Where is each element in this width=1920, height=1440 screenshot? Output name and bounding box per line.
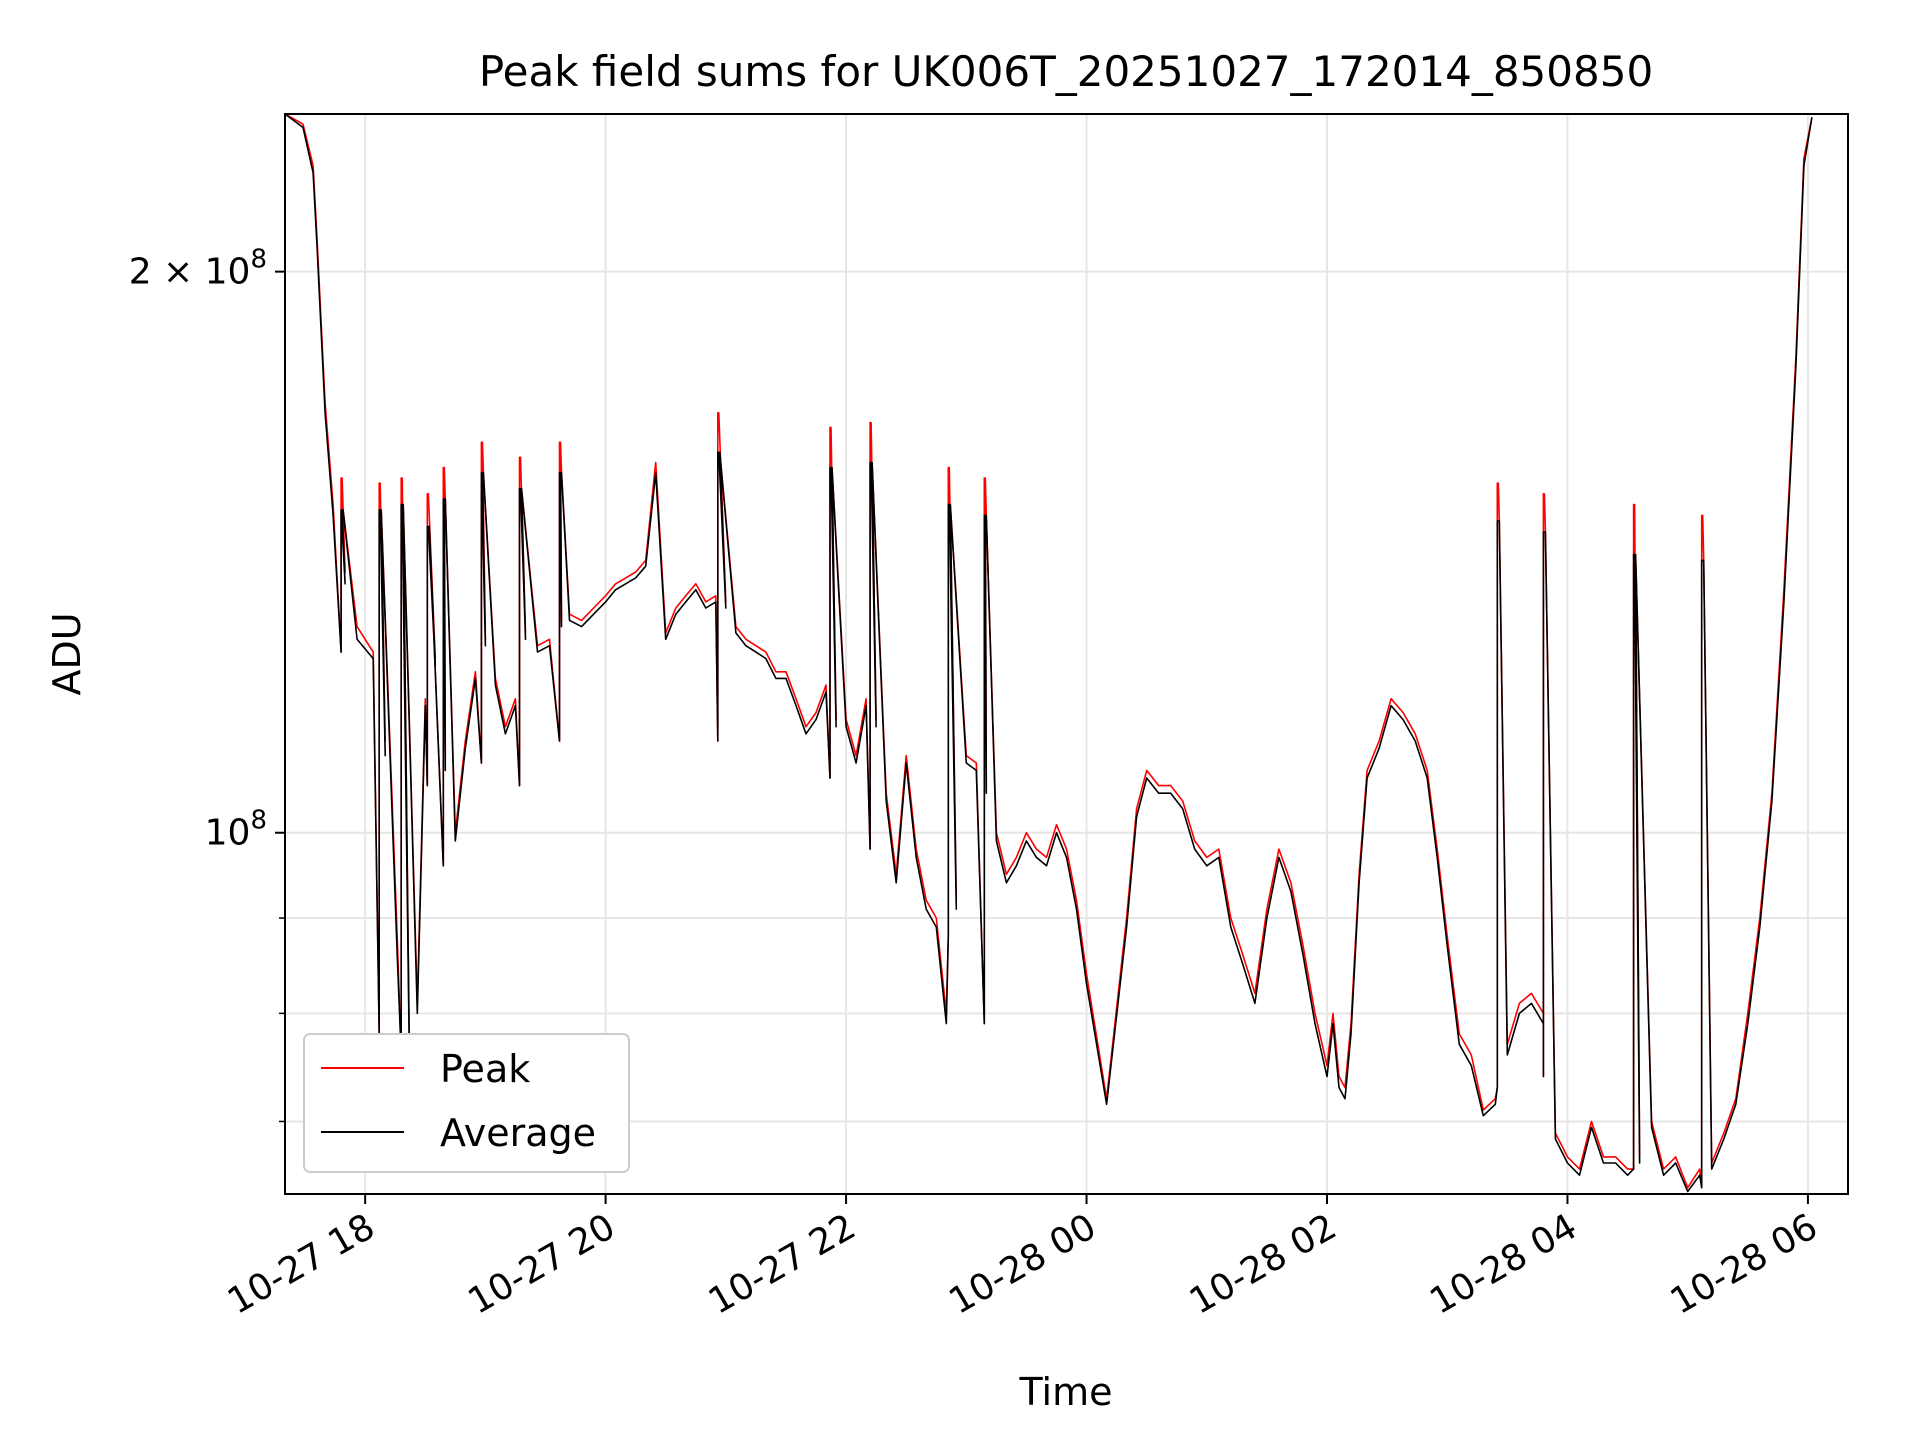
series-lines xyxy=(285,114,1813,1193)
grid-lines xyxy=(285,114,1848,1194)
y-tick-label: 2 × 108 xyxy=(129,245,267,293)
y-tick-label: 108 xyxy=(205,806,267,854)
legend-label-peak: Peak xyxy=(440,1047,530,1091)
chart-title: Peak field sums for UK006T_20251027_1720… xyxy=(479,47,1653,96)
series-line-average xyxy=(285,114,1813,1193)
legend-label-average: Average xyxy=(440,1111,596,1155)
x-axis-label: Time xyxy=(1019,1370,1113,1414)
y-axis-label: ADU xyxy=(45,612,89,695)
plot-frame xyxy=(284,113,1849,1195)
legend: Peak Average xyxy=(303,1033,630,1173)
